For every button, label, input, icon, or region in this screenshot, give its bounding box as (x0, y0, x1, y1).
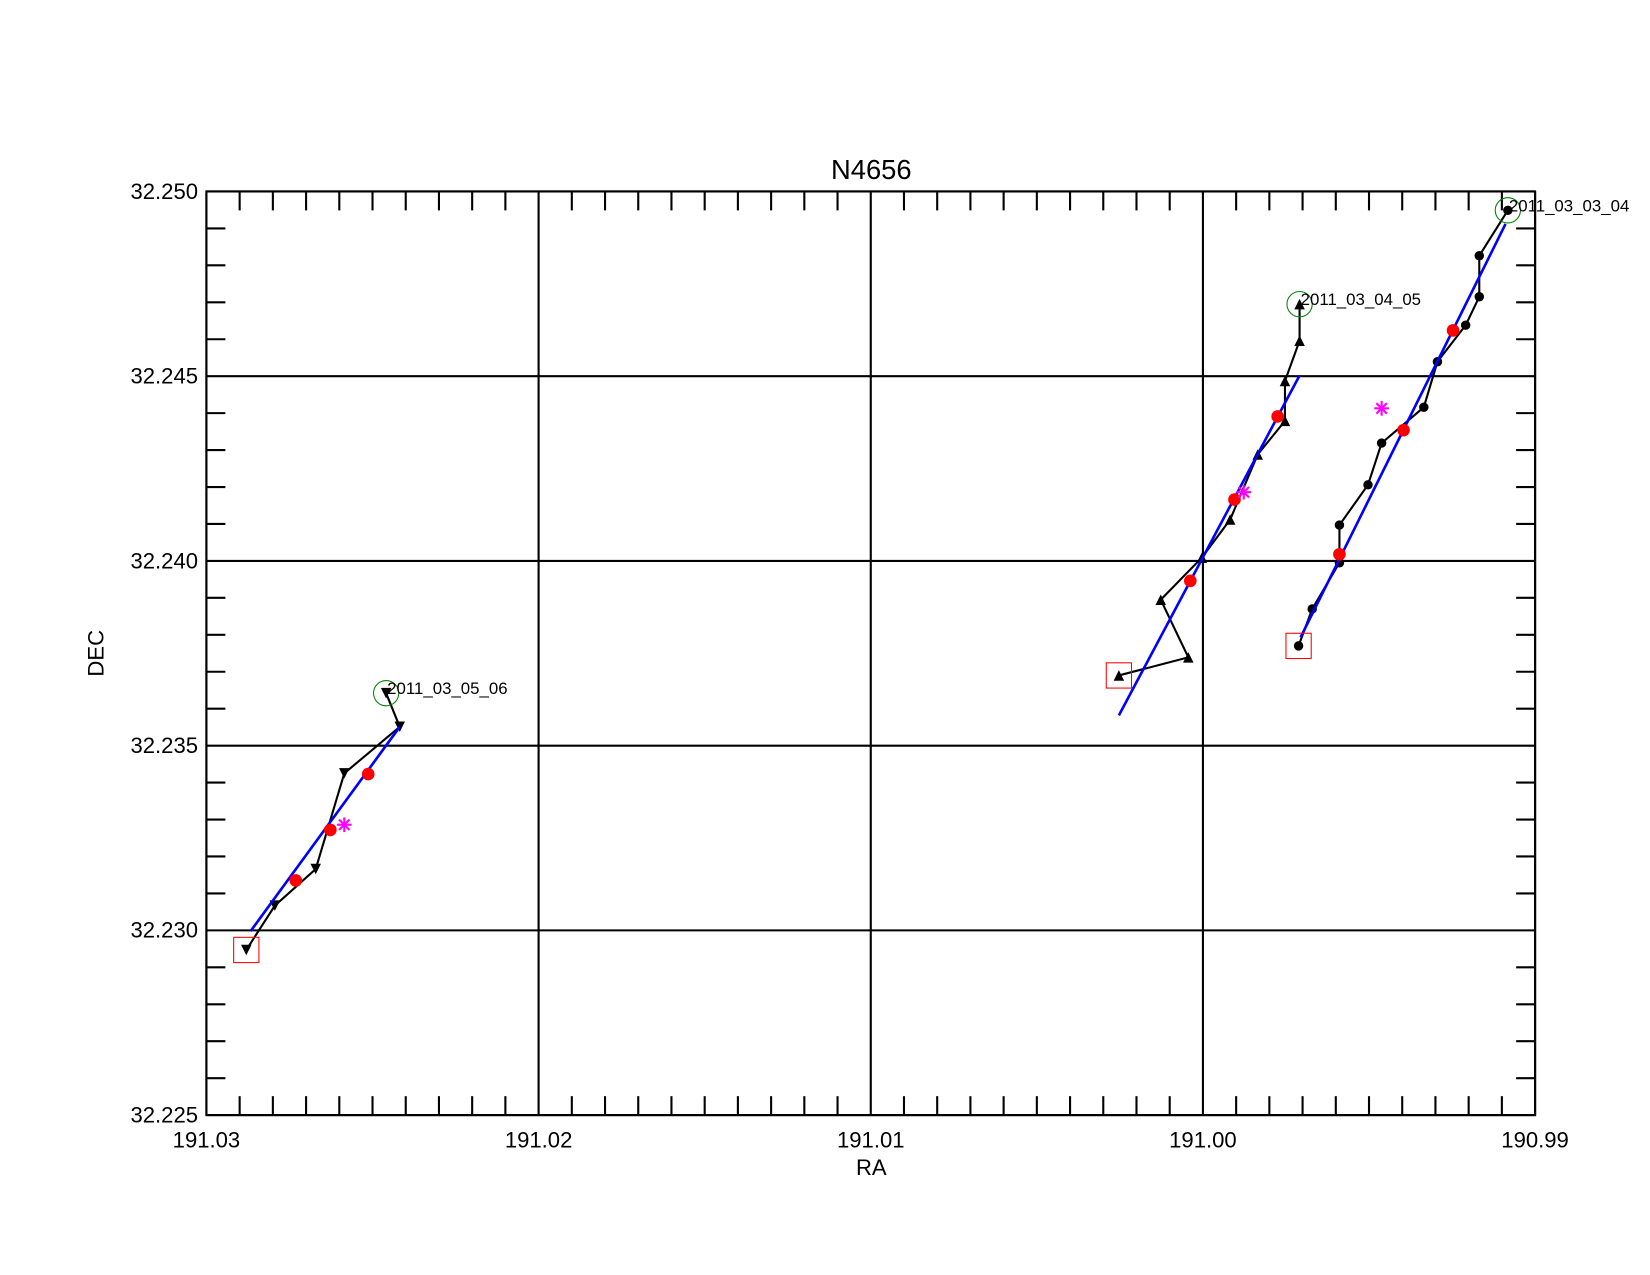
data-point (339, 768, 350, 779)
track-line (245, 692, 402, 951)
y-tick-label: 32.225 (130, 1102, 198, 1127)
x-tick-label: 191.02 (505, 1128, 573, 1153)
fit-line (1117, 374, 1301, 716)
series-label: 2011_03_04_05 (1301, 290, 1421, 309)
start-marker (1105, 662, 1133, 689)
y-tick-label: 32.250 (130, 179, 198, 204)
mean-point (1333, 547, 1346, 561)
end-marker (1286, 290, 1313, 318)
y-axis-label: DEC (83, 630, 108, 677)
data-point (1334, 520, 1345, 530)
end-marker (1494, 197, 1521, 224)
series-label: 2011_03_05_06 (387, 679, 507, 698)
y-tick-label: 32.235 (130, 733, 198, 758)
data-point (380, 687, 392, 699)
data-point (1224, 514, 1236, 525)
center-star (338, 818, 351, 831)
x-axis-label: RA (856, 1155, 887, 1180)
data-point (1279, 415, 1291, 427)
mean-point (324, 823, 337, 837)
mean-point (1183, 574, 1197, 588)
data-point (1460, 320, 1471, 330)
data-point (1279, 375, 1291, 387)
data-point (1363, 480, 1373, 490)
x-tick-label: 191.01 (837, 1128, 905, 1153)
y-tick-label: 32.230 (130, 918, 198, 943)
center-star (1375, 402, 1388, 415)
data-point (1419, 402, 1429, 412)
plot-frame (205, 190, 1537, 1117)
data-point (1294, 335, 1305, 346)
data-point (1293, 641, 1304, 651)
y-tick-label: 32.240 (130, 548, 198, 573)
series-label: 2011_03_03_04 (1509, 196, 1629, 215)
mean-point (1228, 493, 1241, 506)
start-marker (233, 936, 260, 964)
center-star (1237, 486, 1250, 499)
data-point (310, 863, 321, 875)
end-marker (372, 680, 400, 707)
x-tick-label: 190.99 (1501, 1128, 1569, 1153)
data-point (1474, 251, 1485, 261)
data-point (394, 721, 406, 733)
chart-title: N4656 (831, 154, 912, 185)
mean-point (361, 767, 375, 781)
data-point (1474, 292, 1485, 302)
data-point (1376, 438, 1387, 448)
data-point (1503, 205, 1513, 216)
y-tick-label: 32.245 (130, 364, 198, 389)
data-point (1183, 652, 1194, 663)
data-point (1113, 670, 1125, 681)
start-marker (1285, 632, 1312, 660)
data-point (1294, 298, 1305, 310)
x-tick-label: 191.00 (1169, 1128, 1237, 1153)
data-point (241, 944, 252, 956)
mean-point (1397, 423, 1410, 437)
mean-point (289, 874, 303, 887)
x-tick-label: 191.03 (173, 1128, 241, 1153)
mean-point (1446, 324, 1460, 337)
track-line (1118, 304, 1301, 677)
mean-point (1271, 410, 1284, 423)
data-point (1155, 594, 1166, 605)
